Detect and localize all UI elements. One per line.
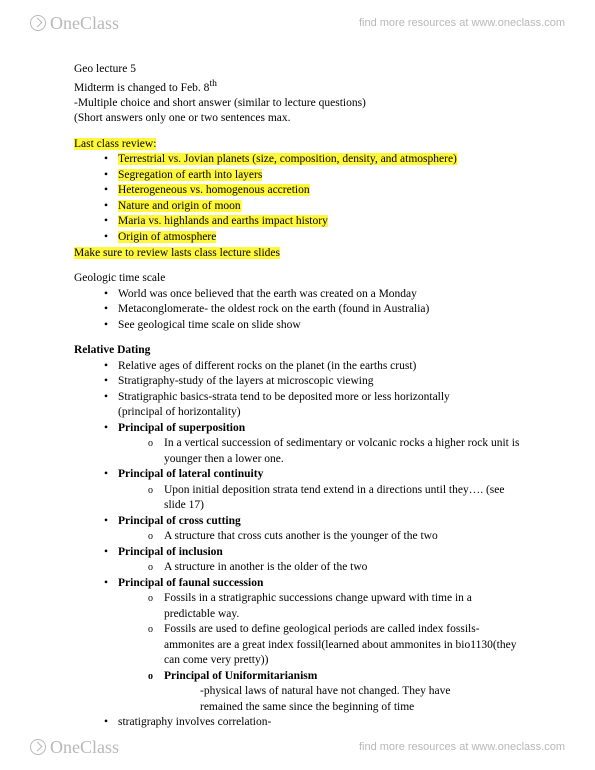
sub-item: Upon initial deposition strata tend exte… xyxy=(148,483,521,514)
midterm-line: Midterm is changed to Feb. 8th xyxy=(74,78,521,96)
list-item: Principal of lateral continuity Upon ini… xyxy=(104,467,521,514)
intro-block: Geo lecture 5 Midterm is changed to Feb.… xyxy=(74,62,521,127)
reldating-heading: Relative Dating xyxy=(74,343,521,359)
reldating-list: Relative ages of different rocks on the … xyxy=(74,359,521,731)
midterm-text: Midterm is changed to Feb. 8 xyxy=(74,81,209,93)
review-list: Terrestrial vs. Jovian planets (size, co… xyxy=(74,152,521,245)
review-item-text: Origin of atmosphere xyxy=(118,231,216,243)
sub-list: A structure that cross cuts another is t… xyxy=(118,529,521,545)
principle-title: Principal of faunal succession xyxy=(118,577,263,589)
review-heading-text: Last class review: xyxy=(74,138,156,150)
sub-item: In a vertical succession of sedimentary … xyxy=(148,436,521,467)
sub-item: A structure that cross cuts another is t… xyxy=(148,529,521,545)
principle-title: Principal of superposition xyxy=(118,422,245,434)
list-item: Metaconglomerate- the oldest rock on the… xyxy=(104,302,521,318)
geotime-block: Geologic time scale World was once belie… xyxy=(74,271,521,333)
review-item-text: Maria vs. highlands and earths impact hi… xyxy=(118,215,328,227)
list-item: Nature and origin of moon xyxy=(104,199,521,215)
review-heading: Last class review: xyxy=(74,137,521,153)
sub-list: Upon initial deposition strata tend exte… xyxy=(118,483,521,514)
footer-tagline: find more resources at www.oneclass.com xyxy=(359,741,565,753)
principle-title: Principal of cross cutting xyxy=(118,515,241,527)
sub-item: Fossils are used to define geological pe… xyxy=(148,622,521,669)
sub-item: Fossils in a stratigraphic successions c… xyxy=(148,591,521,622)
footer-bar: OneClass find more resources at www.onec… xyxy=(0,732,595,762)
list-item: Stratigraphy-study of the layers at micr… xyxy=(104,374,521,390)
format-line-2: (Short answers only one or two sentences… xyxy=(74,111,521,127)
uniform-line-2: remained the same since the beginning of… xyxy=(118,700,521,716)
geotime-list: World was once believed that the earth w… xyxy=(74,287,521,334)
principle-title: Principal of lateral continuity xyxy=(118,468,263,480)
review-item-text: Nature and origin of moon xyxy=(118,200,241,212)
sub-item: A structure in another is the older of t… xyxy=(148,560,521,576)
list-item: Stratigraphic basics-strata tend to be d… xyxy=(104,390,521,421)
uniform-line-1: -physical laws of natural have not chang… xyxy=(118,684,521,700)
midterm-sup: th xyxy=(209,78,216,89)
review-item-text: Segregation of earth into layers xyxy=(118,169,262,181)
header-bar: OneClass find more resources at www.onec… xyxy=(0,8,595,38)
brand-logo: OneClass xyxy=(30,13,119,34)
list-item: Segregation of earth into layers xyxy=(104,168,521,184)
list-item: Principal of cross cutting A structure t… xyxy=(104,514,521,545)
sub-list: In a vertical succession of sedimentary … xyxy=(118,436,521,467)
list-item: Maria vs. highlands and earths impact hi… xyxy=(104,214,521,230)
list-item: Origin of atmosphere xyxy=(104,230,521,246)
sub-item: Principal of Uniformitarianism xyxy=(148,669,521,685)
list-item: Principal of inclusion A structure in an… xyxy=(104,545,521,576)
list-item: stratigraphy involves correlation- xyxy=(104,715,521,731)
list-item: Principal of faunal succession Fossils i… xyxy=(104,576,521,716)
document-body: Geo lecture 5 Midterm is changed to Feb.… xyxy=(74,62,521,741)
review-block: Last class review: Terrestrial vs. Jovia… xyxy=(74,137,521,261)
principle-title: Principal of inclusion xyxy=(118,546,223,558)
review-footer-text: Make sure to review lasts class lecture … xyxy=(74,247,280,259)
review-footer: Make sure to review lasts class lecture … xyxy=(74,246,521,262)
list-item: Relative ages of different rocks on the … xyxy=(104,359,521,375)
geotime-heading: Geologic time scale xyxy=(74,271,521,287)
brand-name: OneClass xyxy=(50,13,119,34)
sub-list: A structure in another is the older of t… xyxy=(118,560,521,576)
brand-name-footer: OneClass xyxy=(50,737,119,758)
header-tagline: find more resources at www.oneclass.com xyxy=(359,17,565,29)
list-item: World was once believed that the earth w… xyxy=(104,287,521,303)
strat-basics-a: Stratigraphic basics-strata tend to be d… xyxy=(118,391,450,403)
format-line-1: -Multiple choice and short answer (simil… xyxy=(74,96,521,112)
brand-logo-footer: OneClass xyxy=(30,737,119,758)
logo-icon xyxy=(30,739,46,755)
relative-dating-block: Relative Dating Relative ages of differe… xyxy=(74,343,521,731)
review-item-text: Heterogeneous vs. homogenous accretion xyxy=(118,184,310,196)
list-item: See geological time scale on slide show xyxy=(104,318,521,334)
list-item: Terrestrial vs. Jovian planets (size, co… xyxy=(104,152,521,168)
list-item: Principal of superposition In a vertical… xyxy=(104,421,521,468)
strat-basics-b: (principal of horizontality) xyxy=(118,406,241,418)
logo-icon xyxy=(30,15,46,31)
list-item: Heterogeneous vs. homogenous accretion xyxy=(104,183,521,199)
sub-list: Fossils in a stratigraphic successions c… xyxy=(118,591,521,684)
review-item-text: Terrestrial vs. Jovian planets (size, co… xyxy=(118,153,457,165)
doc-title: Geo lecture 5 xyxy=(74,62,521,78)
